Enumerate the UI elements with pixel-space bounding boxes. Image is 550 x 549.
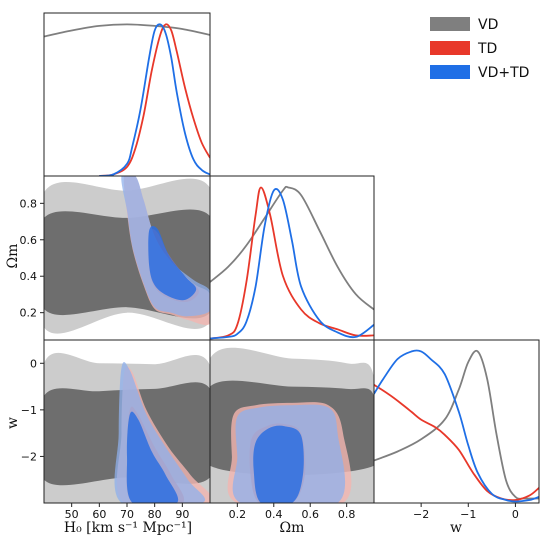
xtick-label-h0: 50 <box>65 508 79 521</box>
xtick-label-h0: 80 <box>148 508 162 521</box>
tick-layer: 50 60 70 80 90 0.2 0.4 0.6 0.8 −2 −1 0 0.8 0.6 0.4 0.2 0… <box>20 197 519 521</box>
contour-vdtd-1sigma <box>253 425 304 503</box>
marginal-line-vd <box>374 349 539 500</box>
ylabel-w: w <box>5 417 21 429</box>
marginal-line-td <box>99 23 210 176</box>
marginal-line-vd <box>210 185 374 311</box>
panel-frame-0-0 <box>43 12 211 177</box>
legend-label-td: TD <box>477 41 497 57</box>
ytick-label-omega-m: 0.6 <box>20 234 38 247</box>
contour-panel-H0_w <box>44 352 210 503</box>
xtick-label-omega-m: 0.4 <box>265 508 283 521</box>
contour-vdtd-1sigma <box>148 225 197 301</box>
contour-layer <box>44 176 374 503</box>
ytick-label-omega-m: 0.2 <box>20 307 38 320</box>
marginal-line-td <box>210 186 374 340</box>
legend-label-vdtd: VD+TD <box>478 65 529 81</box>
ytick-label-w: 0 <box>30 357 37 370</box>
contour-panel-Omega_m_w <box>210 347 374 503</box>
xtick-label-h0: 70 <box>120 508 134 521</box>
xlabel-w: w <box>450 520 462 536</box>
marginal-line-td <box>374 384 539 502</box>
marginal-line-vdtd <box>374 349 539 503</box>
xtick-label-omega-m: 0.8 <box>338 508 356 521</box>
marginal-line-vdtd <box>210 188 374 340</box>
legend-label-vd: VD <box>478 17 498 33</box>
xtick-label-h0: 90 <box>175 508 189 521</box>
legend: VD TD VD+TD <box>430 17 529 81</box>
ytick-label-omega-m: 0.8 <box>20 197 38 210</box>
xlabel-h0: H₀ [km s⁻¹ Mpc⁻¹] <box>64 520 192 536</box>
ylabel-omega-m: Ωm <box>5 244 21 269</box>
legend-swatch-td <box>430 41 470 55</box>
ytick-label-w: −2 <box>21 450 37 463</box>
marginal-layer <box>44 23 539 503</box>
xtick-label-omega-m: 0.6 <box>301 508 319 521</box>
xtick-label-w: −2 <box>413 508 429 521</box>
legend-swatch-vd <box>430 17 470 31</box>
ytick-label-omega-m: 0.4 <box>20 270 38 283</box>
marginal-line-vdtd <box>99 23 210 176</box>
xtick-label-omega-m: 0.2 <box>229 508 247 521</box>
xtick-label-h0: 60 <box>92 508 106 521</box>
legend-swatch-vdtd <box>430 65 470 79</box>
marginal-panel-w <box>374 349 539 503</box>
ytick-label-w: −1 <box>21 404 37 417</box>
marginal-panel-H0 <box>44 23 210 176</box>
xtick-label-w: 0 <box>512 508 519 521</box>
marginal-line-vd <box>44 23 210 38</box>
contour-vdtd-1sigma <box>126 411 179 503</box>
marginal-panel-Omega_m <box>210 185 374 340</box>
contour-panel-H0_Omega_m <box>44 176 210 334</box>
panel-frame-1-1 <box>209 175 375 341</box>
xlabel-omega-m: Ωm <box>280 520 305 536</box>
panel-frame-2-2 <box>373 339 540 504</box>
xtick-label-w: −1 <box>460 508 476 521</box>
